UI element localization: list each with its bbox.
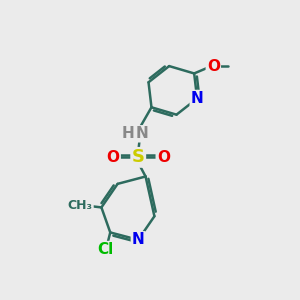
Text: Cl: Cl bbox=[98, 242, 114, 257]
Text: CH₃: CH₃ bbox=[68, 200, 93, 212]
Text: N: N bbox=[132, 232, 145, 247]
Text: S: S bbox=[132, 148, 145, 166]
Text: H: H bbox=[122, 126, 134, 141]
Text: N: N bbox=[191, 91, 203, 106]
Text: N: N bbox=[135, 126, 148, 141]
Text: O: O bbox=[107, 150, 120, 165]
Text: O: O bbox=[157, 150, 170, 165]
Text: O: O bbox=[207, 58, 220, 74]
